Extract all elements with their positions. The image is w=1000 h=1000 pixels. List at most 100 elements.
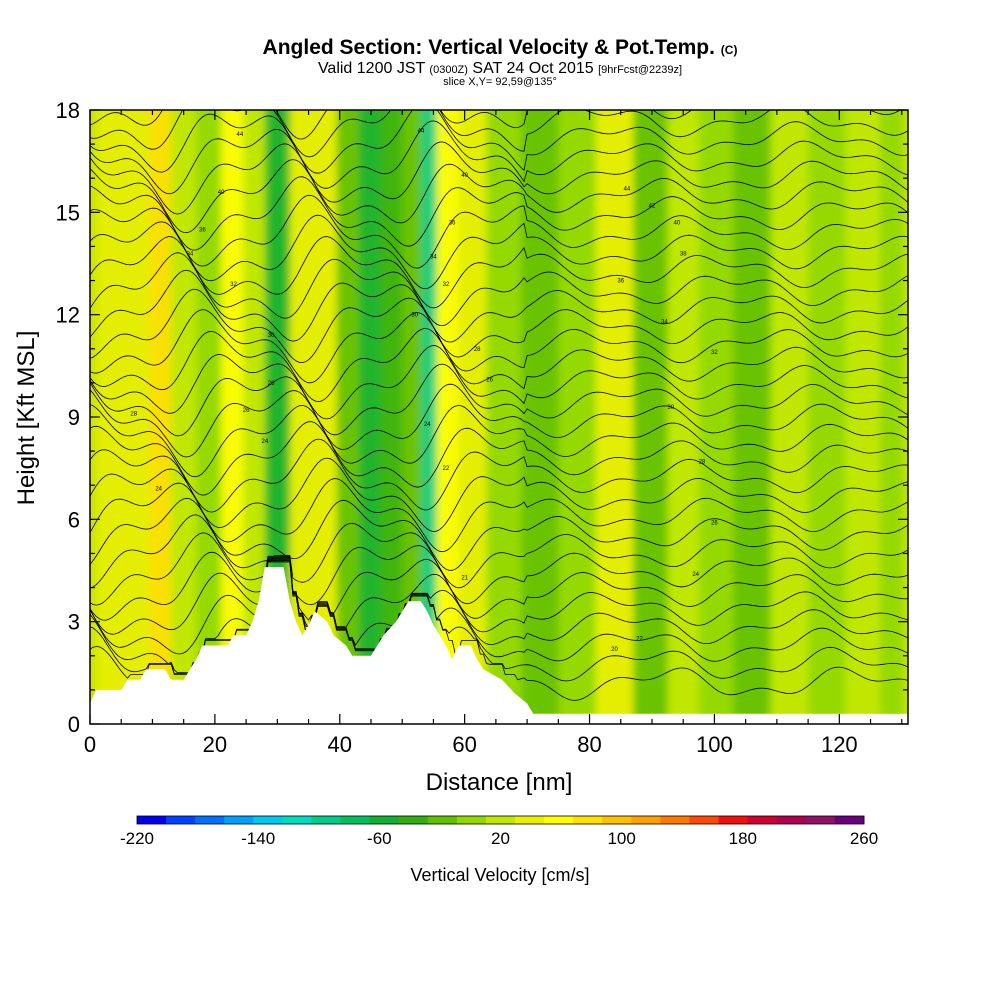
- velocity-column: [558, 110, 597, 724]
- contour-label: 36: [199, 227, 206, 233]
- theta-contour: [90, 557, 908, 635]
- colorbar-tick-label: 260: [850, 829, 878, 848]
- colorbar-swatch: [573, 816, 603, 824]
- contour-label: 40: [218, 190, 225, 196]
- theta-contour: [90, 363, 908, 437]
- velocity-column: [149, 110, 173, 724]
- colorbar-swatch: [398, 816, 429, 824]
- x-tick-label: 80: [577, 732, 601, 757]
- contour-label: 24: [424, 422, 431, 428]
- theta-contour: [90, 194, 908, 269]
- x-axis: 0 20 40 60 80 100 120: [84, 110, 903, 757]
- contour-label: 44: [418, 128, 425, 134]
- y-tick-label: 12: [56, 303, 80, 328]
- x-tick-label: 0: [84, 732, 96, 757]
- chart-title-unit: (C): [720, 43, 738, 57]
- contour-label: 24: [692, 572, 699, 578]
- theta-contour: [90, 120, 908, 195]
- colorbar-swatch: [282, 816, 312, 824]
- colorbar-swatch: [456, 816, 487, 824]
- colorbar-swatch: [834, 816, 865, 824]
- colorbar-swatch: [689, 816, 720, 824]
- contour-label: 28: [474, 347, 481, 353]
- theta-contour: [90, 404, 908, 478]
- contour-label: 28: [130, 412, 137, 418]
- theta-contour: [90, 532, 908, 606]
- contour-label: 38: [680, 251, 687, 257]
- colorbar-swatch: [718, 816, 749, 824]
- theta-contour: [90, 141, 908, 215]
- theta-contour: [90, 110, 908, 174]
- colorbar-swatch: [166, 816, 196, 824]
- colorbar-swatch: [311, 816, 342, 824]
- x-tick-label: 20: [203, 732, 227, 757]
- velocity-column: [879, 110, 903, 724]
- chart-title: Angled Section: Vertical Velocity & Pot.…: [262, 36, 738, 59]
- y-tick-label: 15: [56, 200, 80, 225]
- colorbar-swatch: [602, 816, 632, 824]
- velocity-column: [242, 110, 266, 724]
- velocity-column: [358, 110, 382, 724]
- contour-label: 40: [461, 173, 468, 179]
- colorbar-swatch: [776, 816, 807, 824]
- contour-label: 28: [699, 459, 706, 465]
- x-axis-label: Distance [nm]: [426, 769, 573, 796]
- contour-label: 34: [430, 255, 437, 261]
- contour-label: 26: [268, 381, 275, 387]
- contour-label: 32: [443, 282, 450, 288]
- colorbar-swatch: [515, 816, 545, 824]
- contour-label: 32: [230, 282, 237, 288]
- velocity-column: [336, 110, 360, 724]
- x-tick-label: 100: [696, 732, 733, 757]
- y-tick-label: 3: [68, 610, 80, 635]
- y-tick-label: 18: [56, 98, 80, 123]
- velocity-column: [171, 110, 198, 724]
- theta-contour: [90, 269, 908, 343]
- theta-contour: [90, 421, 908, 496]
- velocity-column: [520, 110, 560, 724]
- theta-contour: [90, 497, 908, 571]
- x-tick-label: 120: [821, 732, 858, 757]
- contour-label: 30: [268, 333, 275, 339]
- colorbar-tick-label: -140: [241, 829, 275, 848]
- contour-label: 42: [649, 204, 656, 210]
- colorbar: -220 -140 -60 20 100 180 260: [120, 815, 878, 848]
- theta-contour: [90, 288, 908, 364]
- y-tick-label: 6: [68, 507, 80, 532]
- theta-contour: [90, 514, 908, 589]
- colorbar-swatch: [340, 816, 371, 824]
- velocity-column: [96, 110, 123, 724]
- velocity-column: [733, 110, 772, 724]
- colorbar-swatch: [660, 816, 691, 824]
- colorbar-swatch: [224, 816, 254, 824]
- theta-contour: [90, 438, 908, 513]
- chart-subtitle: Valid 1200 JST (0300Z) SAT 24 Oct 2015 […: [317, 60, 683, 77]
- theta-contour: [90, 558, 908, 655]
- theta-contour: [90, 551, 908, 621]
- contour-labels: 44 40 36 34 32 30 26 26 24 28 24 44 40 36 34 32 30 28 26 24…: [130, 128, 718, 652]
- contour-label: 22: [636, 637, 643, 643]
- y-tick-label: 9: [68, 405, 80, 430]
- contour-label: 30: [411, 313, 418, 319]
- contour-label: 36: [617, 279, 624, 285]
- contour-label: 24: [261, 439, 268, 445]
- contour-label: 26: [486, 377, 493, 383]
- theta-contour: [90, 345, 908, 420]
- colorbar-swatch: [544, 816, 574, 824]
- colorbar-tick-label: 20: [491, 829, 510, 848]
- plot-area: 44 40 36 34 32 30 26 26 24 28 24 44 40 36 34 32 30 28 26 24…: [90, 110, 908, 724]
- colorbar-swatch: [137, 816, 167, 824]
- colorbar-swatch: [253, 816, 283, 824]
- contour-label: 22: [443, 466, 450, 472]
- theta-contour: [90, 309, 908, 384]
- terrain-profile: [90, 567, 908, 724]
- contour-label: 26: [243, 408, 250, 414]
- colorbar-tick-label: 100: [607, 829, 635, 848]
- velocity-column: [221, 110, 244, 724]
- contour-label: 34: [187, 251, 194, 257]
- velocity-column: [436, 110, 460, 724]
- theta-contour: [90, 383, 908, 458]
- colorbar-label: Vertical Velocity [cm/s]: [410, 865, 589, 885]
- contour-label: 40: [674, 221, 681, 227]
- theta-contour: [90, 560, 908, 682]
